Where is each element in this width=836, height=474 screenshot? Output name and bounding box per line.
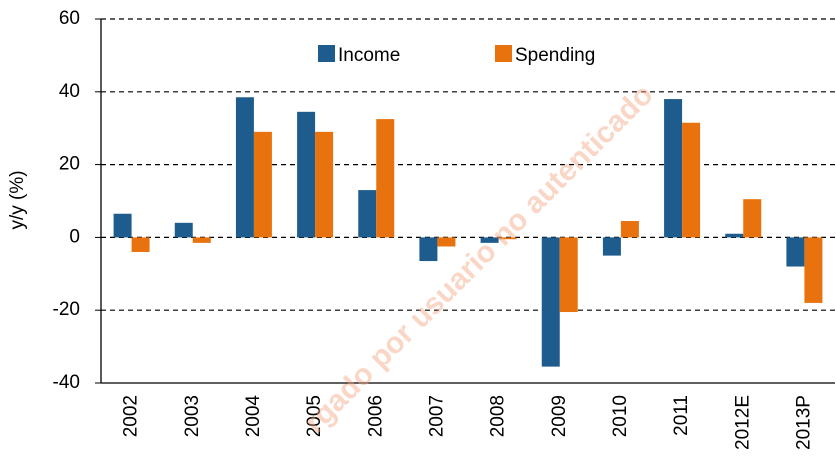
bar	[559, 237, 578, 313]
bar	[725, 233, 744, 238]
bar	[358, 190, 377, 238]
bar	[297, 111, 316, 238]
x-tick-label: 2008	[488, 395, 509, 437]
y-tick-label: 60	[59, 8, 80, 29]
watermark: rgado por usuario no autenticado	[298, 78, 660, 440]
y-tick-label: 20	[59, 154, 80, 175]
bar	[602, 237, 621, 256]
bar	[174, 222, 193, 238]
bar	[131, 237, 150, 252]
y-tick-label: 40	[59, 81, 80, 102]
x-tick-label: 2007	[426, 395, 447, 437]
x-tick-label: 2011	[671, 395, 692, 436]
bar	[541, 237, 560, 367]
bar	[743, 199, 762, 238]
bar	[804, 237, 823, 303]
legend-label: Income	[338, 45, 400, 66]
x-tick-label: 2010	[610, 395, 631, 437]
y-axis-label: y/y (%)	[7, 170, 28, 229]
bar	[419, 237, 438, 262]
legend-swatch	[318, 45, 335, 62]
bar	[682, 122, 701, 238]
legend-label: Spending	[515, 45, 595, 66]
bar	[620, 221, 639, 238]
bar	[376, 119, 395, 238]
bar	[192, 237, 211, 243]
x-tick-label: 2004	[243, 395, 264, 438]
x-tick-label: 2002	[121, 395, 142, 437]
bar	[253, 131, 272, 238]
x-tick-label: 2005	[304, 395, 325, 437]
bar	[315, 131, 334, 238]
bar	[437, 237, 456, 247]
bar	[480, 237, 499, 243]
x-tick-label: 2006	[365, 395, 386, 437]
x-tick-label: 2009	[549, 395, 570, 437]
x-tick-label: 2012E	[732, 395, 753, 450]
x-tick-label: 2013P	[793, 395, 814, 450]
y-tick-label: 0	[69, 226, 80, 247]
bar	[664, 99, 683, 238]
legend-swatch	[495, 45, 512, 62]
y-tick-label: -20	[53, 299, 80, 320]
y-tick-label: -40	[53, 372, 80, 393]
bar	[786, 237, 805, 267]
bar	[498, 237, 517, 240]
bar	[235, 97, 254, 238]
x-tick-label: 2003	[182, 395, 203, 437]
bar	[113, 213, 132, 238]
